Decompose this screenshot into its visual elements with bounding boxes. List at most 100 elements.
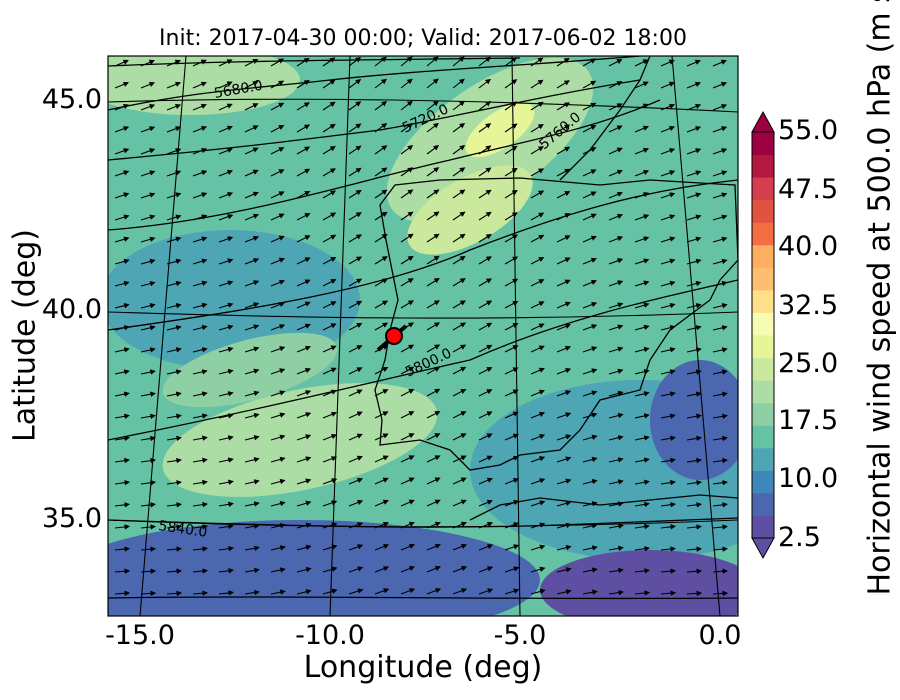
wind-arrow (634, 523, 650, 530)
colorbar (751, 110, 775, 560)
wind-arrow (660, 81, 675, 89)
wind-arrow (426, 411, 441, 419)
wind-arrow (686, 546, 702, 552)
wind-arrow (686, 81, 702, 89)
wind-arrow (218, 435, 234, 441)
wind-arrow (348, 79, 362, 89)
wind-arrow (192, 546, 208, 552)
wind-arrow (218, 590, 234, 596)
wind-arrow (530, 544, 546, 551)
colorbar-segment (752, 312, 774, 336)
wind-arrow (686, 236, 702, 243)
wind-arrow (660, 324, 676, 331)
wind-arrow (452, 366, 467, 375)
wind-arrow (192, 170, 208, 177)
wind-arrow (686, 214, 702, 221)
wind-arrow (556, 589, 572, 595)
colorbar-tick-label: 32.5 (778, 290, 839, 321)
wind-arrow (712, 192, 728, 199)
wind-arrow (322, 411, 338, 419)
colorbar-tick-label: 40.0 (778, 231, 839, 262)
wind-arrow (114, 170, 130, 177)
height-contour-line (108, 79, 641, 161)
wind-arrow (322, 234, 337, 243)
wind-arrow (556, 323, 571, 331)
wind-arrow (348, 256, 363, 265)
wind-arrow (348, 167, 362, 177)
wind-arrow (556, 567, 572, 573)
wind-arrow (270, 412, 286, 419)
wind-arrow (452, 278, 466, 287)
wind-arrow (608, 368, 624, 375)
wind-arrow (400, 100, 413, 111)
wind-arrow (400, 565, 416, 573)
wind-arrow (452, 255, 466, 265)
wind-arrow (114, 347, 130, 353)
wind-arrow (556, 168, 571, 177)
wind-arrow (166, 81, 182, 89)
wind-arrow (140, 546, 156, 552)
wind-arrow (478, 389, 493, 397)
wind-arrow (270, 478, 286, 485)
wind-arrow (348, 322, 363, 331)
wind-arrow (660, 347, 676, 353)
wind-arrow (608, 324, 624, 331)
wind-arrow (530, 190, 545, 199)
wind-arrow (556, 434, 572, 441)
wind-arrow (660, 501, 676, 508)
wind-arrow (192, 258, 208, 265)
wind-arrow (400, 499, 415, 507)
wind-arrow (634, 302, 650, 309)
wind-speed-patch (407, 165, 533, 255)
wind-arrow (322, 256, 337, 265)
wind-arrow (504, 411, 519, 419)
wind-arrow (634, 501, 650, 508)
wind-arrow (478, 211, 492, 221)
wind-arrow (582, 279, 598, 287)
wind-arrow (218, 324, 234, 331)
wind-arrow (270, 567, 286, 573)
wind-arrow (166, 568, 183, 574)
wind-arrow (530, 456, 546, 463)
wind-arrow (608, 147, 623, 155)
wind-arrow (660, 568, 676, 574)
wind-arrow (530, 588, 546, 595)
wind-arrow (322, 588, 338, 595)
wind-arrow (712, 126, 728, 133)
wind-arrow (296, 345, 312, 353)
colorbar-tick-label: 2.5 (778, 522, 821, 553)
y-tick-label: 45.0 (41, 84, 102, 115)
wind-arrow (192, 236, 208, 243)
wind-arrow (634, 457, 650, 463)
wind-arrow (114, 214, 130, 221)
wind-arrow (270, 545, 286, 551)
wind-arrow (244, 213, 260, 221)
colorbar-extend-max (751, 110, 775, 133)
wind-arrow (374, 322, 389, 331)
wind-arrow (478, 433, 493, 441)
wind-arrow (270, 434, 286, 441)
wind-arrow (426, 167, 440, 177)
colorbar-segment (752, 222, 774, 246)
wind-arrow (348, 145, 362, 155)
wind-arrow (114, 457, 130, 464)
wind-arrow (608, 213, 624, 221)
wind-arrow (608, 479, 624, 485)
wind-arrow (452, 565, 468, 573)
wind-arrow (296, 456, 312, 463)
wind-arrow (426, 477, 441, 485)
wind-arrow (322, 123, 336, 133)
wind-arrow (530, 566, 546, 573)
wind-arrow (426, 344, 441, 353)
wind-arrow (660, 170, 676, 177)
wind-arrow (244, 147, 259, 155)
wind-arrow (348, 389, 363, 397)
wind-arrow (530, 234, 545, 243)
wind-arrow (686, 435, 702, 442)
plot-frame (107, 55, 739, 617)
wind-arrow (608, 457, 624, 463)
wind-arrow (400, 366, 415, 375)
wind-arrow (426, 565, 442, 573)
wind-arrow (452, 189, 466, 199)
wind-arrow (244, 567, 260, 574)
